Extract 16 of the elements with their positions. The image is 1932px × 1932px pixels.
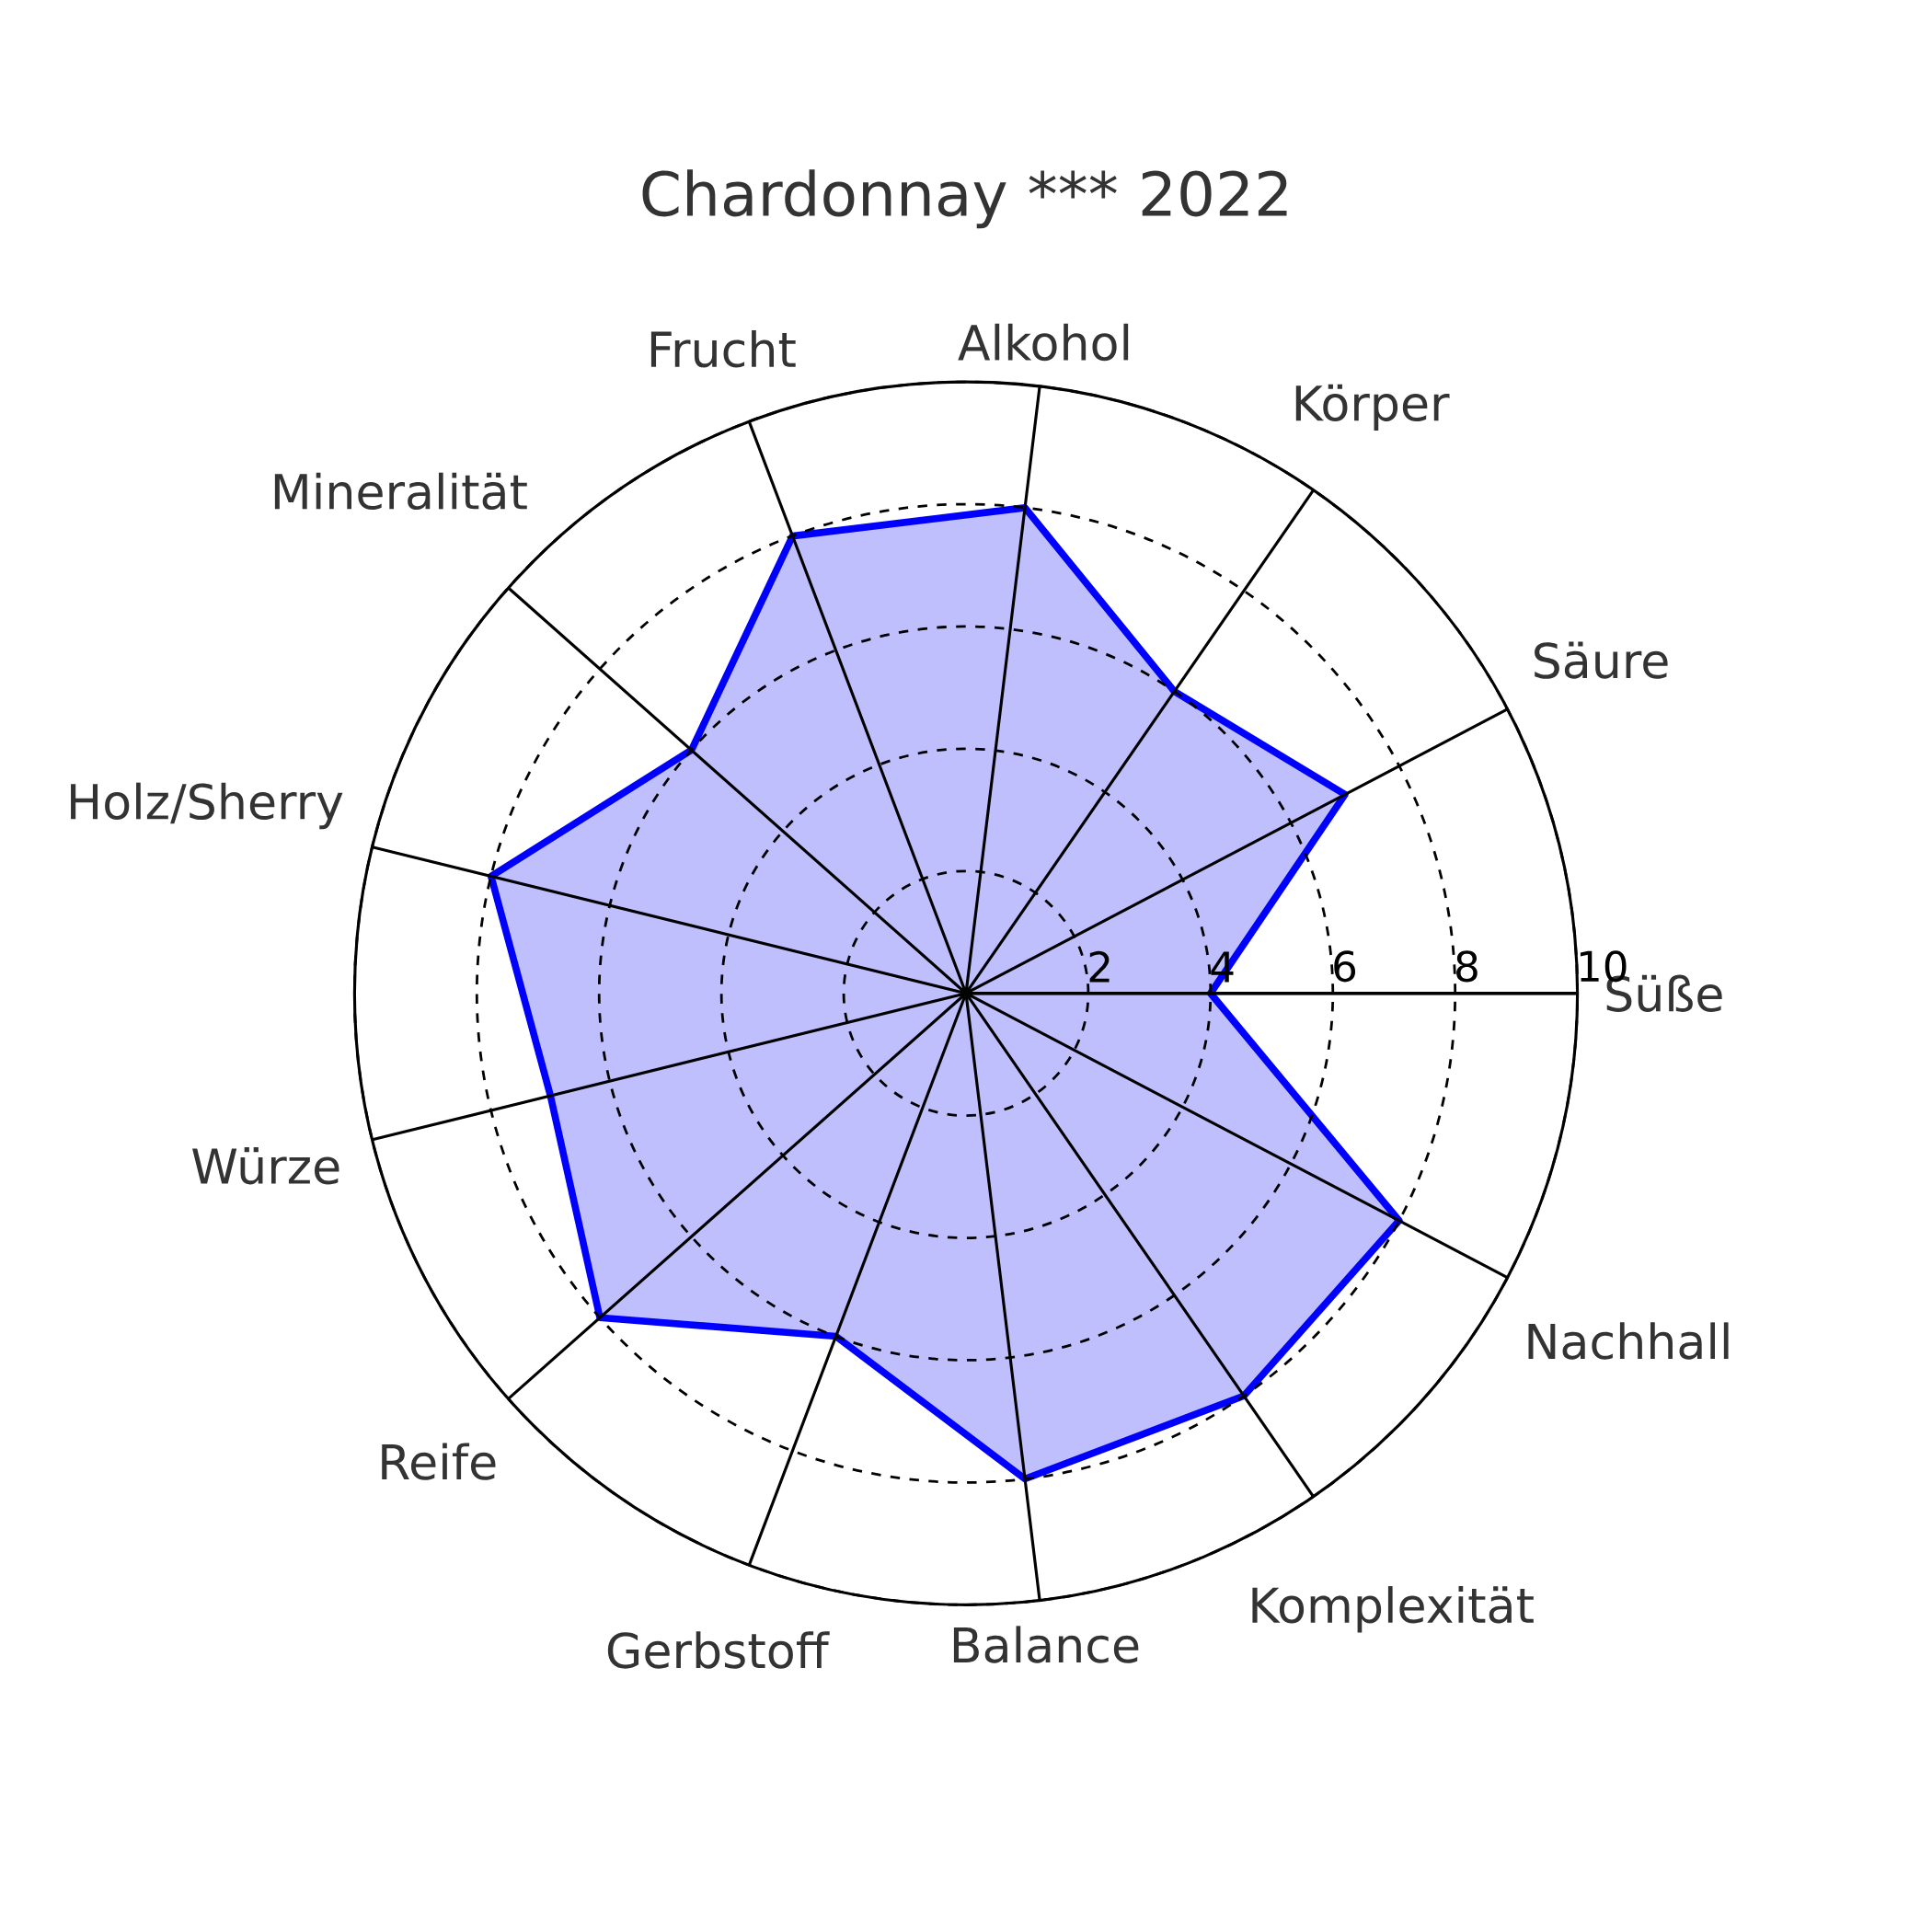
y-tick-label: 6 [1334,950,1356,983]
spoke-label: Nachhall [1528,1322,1729,1360]
spoke-label: Alkohol [958,323,1129,362]
y-tick-label: 8 [1456,950,1478,983]
spoke-label: Reife [382,1443,496,1480]
spoke-label: Mineralität [274,472,527,511]
spoke-label: Komplexität [1252,1586,1534,1633]
spoke-label: Würze [192,1147,339,1185]
spoke-label: Gerbstoff [607,1631,830,1669]
spoke-label: Balance [953,1626,1139,1663]
spoke-label: Körper [1295,384,1450,431]
spoke-label: Frucht [650,330,796,368]
y-tick-label: 2 [1089,950,1110,983]
spoke-label: Holz/Sherry [71,782,343,830]
chart-title: Chardonnay *** 2022 [642,169,1287,229]
spoke-label: Säure [1535,641,1668,679]
